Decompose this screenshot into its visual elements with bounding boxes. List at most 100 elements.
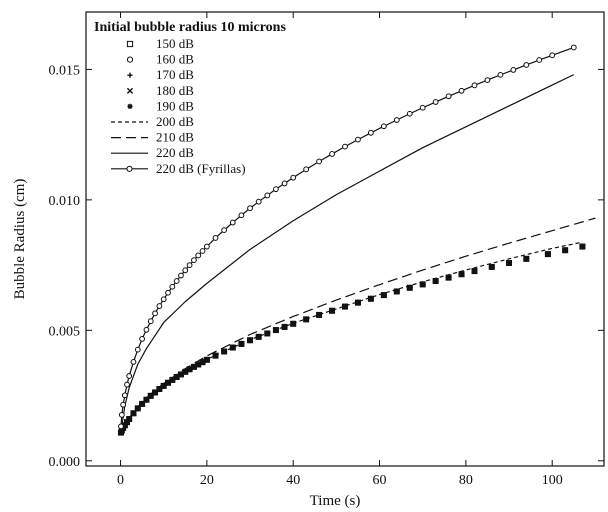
- data-point-190-db: [148, 393, 154, 399]
- data-point-220-db-fyrillas: [143, 326, 150, 333]
- data-point-190-db: [178, 371, 184, 377]
- y-axis-label: Bubble Radius (cm): [12, 179, 28, 300]
- legend-marker-160-db: [126, 56, 134, 63]
- data-point-190-db: [562, 247, 568, 253]
- y-tick-label-0-005: 0.005: [49, 324, 81, 339]
- data-point-190-db: [545, 251, 551, 257]
- data-point-220-db-fyrillas: [126, 373, 133, 379]
- data-point-220-db-fyrillas: [281, 180, 288, 187]
- data-point-220-db-fyrillas: [195, 252, 202, 259]
- legend-entry-180-db: 180 dB: [126, 83, 194, 98]
- data-point-190-db: [579, 244, 585, 250]
- legend-entry-160-db: 160 dB: [126, 52, 194, 67]
- x-tick-label-80: 80: [459, 473, 473, 488]
- series-line-220-db: [119, 74, 575, 435]
- data-point-190-db: [156, 386, 162, 392]
- plot-frame: [85, 11, 605, 467]
- x-tick-label-60: 60: [373, 473, 387, 488]
- data-point-190-db: [407, 285, 413, 291]
- legend-marker-150-db: [126, 40, 134, 48]
- data-point-220-db-fyrillas: [273, 186, 279, 193]
- data-point-190-db: [139, 401, 145, 407]
- data-point-220-db-fyrillas: [510, 67, 517, 73]
- data-point-190-db: [204, 357, 210, 363]
- data-point-190-db: [264, 330, 270, 336]
- series-220-db: [119, 74, 575, 435]
- data-point-190-db: [342, 304, 348, 310]
- data-point-220-db-fyrillas: [165, 289, 171, 296]
- data-point-190-db: [119, 428, 125, 434]
- data-point-190-db: [394, 288, 400, 294]
- legend-entry-150-db: 150 dB: [126, 36, 194, 51]
- series-190-db: [118, 244, 585, 436]
- data-point-190-db: [256, 334, 262, 340]
- x-tick-label-100: 100: [542, 473, 563, 488]
- data-point-190-db: [213, 353, 218, 359]
- series-160-db: [117, 243, 586, 436]
- axes-layer: 0 20 40 60 80 100 0.000 0.005 0.010 0.015 Time (s)…: [12, 11, 605, 509]
- data-point-220-db-fyrillas: [120, 401, 127, 408]
- data-point-220-db-fyrillas: [342, 143, 348, 150]
- data-point-220-db-fyrillas: [536, 57, 543, 63]
- data-point-220-db-fyrillas: [497, 71, 504, 78]
- x-tick-label-0: 0: [117, 473, 124, 488]
- data-point-190-db: [282, 324, 288, 330]
- data-point-220-db-fyrillas: [368, 129, 374, 136]
- data-point-190-db: [135, 405, 141, 411]
- legend-entry-170-db: 170 dB: [127, 67, 194, 82]
- data-point-190-db: [247, 337, 253, 343]
- data-point-220-db-fyrillas: [255, 198, 262, 205]
- data-point-190-db: [523, 256, 529, 262]
- data-point-220-db-fyrillas: [238, 212, 245, 219]
- data-point-190-db: [152, 389, 158, 395]
- data-point-190-db: [174, 374, 180, 380]
- data-point-190-db: [230, 345, 236, 351]
- data-point-220-db-fyrillas: [303, 166, 310, 173]
- data-point-190-db: [273, 327, 279, 333]
- data-point-190-db: [506, 260, 512, 266]
- data-point-190-db: [420, 281, 426, 287]
- data-point-190-db: [130, 410, 136, 416]
- legend-entry-190-db: 190 dB: [127, 98, 194, 113]
- data-point-190-db: [433, 278, 439, 284]
- y-tick-label-0-000: 0.000: [49, 455, 81, 470]
- series-150-db: [117, 243, 586, 436]
- data-point-190-db: [355, 300, 361, 306]
- data-point-190-db: [187, 366, 193, 372]
- legend-marker-190-db: [127, 103, 133, 109]
- data-point-220-db-fyrillas: [329, 151, 335, 157]
- y-tick-label-0-015: 0.015: [49, 63, 81, 78]
- data-point-220-db-fyrillas: [316, 158, 323, 165]
- data-point-190-db: [472, 268, 477, 274]
- data-point-190-db: [169, 377, 175, 383]
- data-point-190-db: [124, 419, 130, 425]
- data-point-190-db: [459, 271, 465, 277]
- data-point-220-db-fyrillas: [186, 262, 193, 268]
- x-tick-label-20: 20: [200, 473, 214, 488]
- data-point-220-db-fyrillas: [173, 278, 180, 284]
- legend-entry-220-db: 220 dB: [111, 145, 194, 160]
- data-point-190-db: [446, 275, 452, 281]
- data-point-220-db-fyrillas: [229, 219, 236, 226]
- data-point-220-db-fyrillas: [182, 267, 189, 274]
- data-point-190-db: [200, 359, 206, 365]
- data-point-190-db: [118, 430, 124, 436]
- x-axis-label: Time (s): [310, 493, 361, 509]
- data-point-220-db-fyrillas: [471, 82, 478, 89]
- data-point-190-db: [195, 362, 201, 368]
- data-point-220-db-fyrillas: [406, 110, 413, 117]
- data-point-220-db-fyrillas: [130, 358, 137, 365]
- data-point-190-db: [381, 292, 387, 298]
- legend-marker-170-db: [127, 72, 133, 78]
- data-point-220-db-fyrillas: [160, 296, 167, 303]
- data-point-220-db-fyrillas: [419, 104, 426, 111]
- legend: Initial bubble radius 10 microns 150 dB1…: [94, 20, 286, 176]
- data-point-220-db-fyrillas: [445, 93, 452, 100]
- data-point-220-db-fyrillas: [118, 411, 125, 418]
- data-point-220-db-fyrillas: [549, 52, 556, 59]
- data-point-220-db-fyrillas: [355, 136, 361, 143]
- data-point-190-db: [191, 364, 197, 370]
- legend-marker-180-db: [126, 87, 134, 94]
- data-point-220-db-fyrillas: [169, 283, 176, 290]
